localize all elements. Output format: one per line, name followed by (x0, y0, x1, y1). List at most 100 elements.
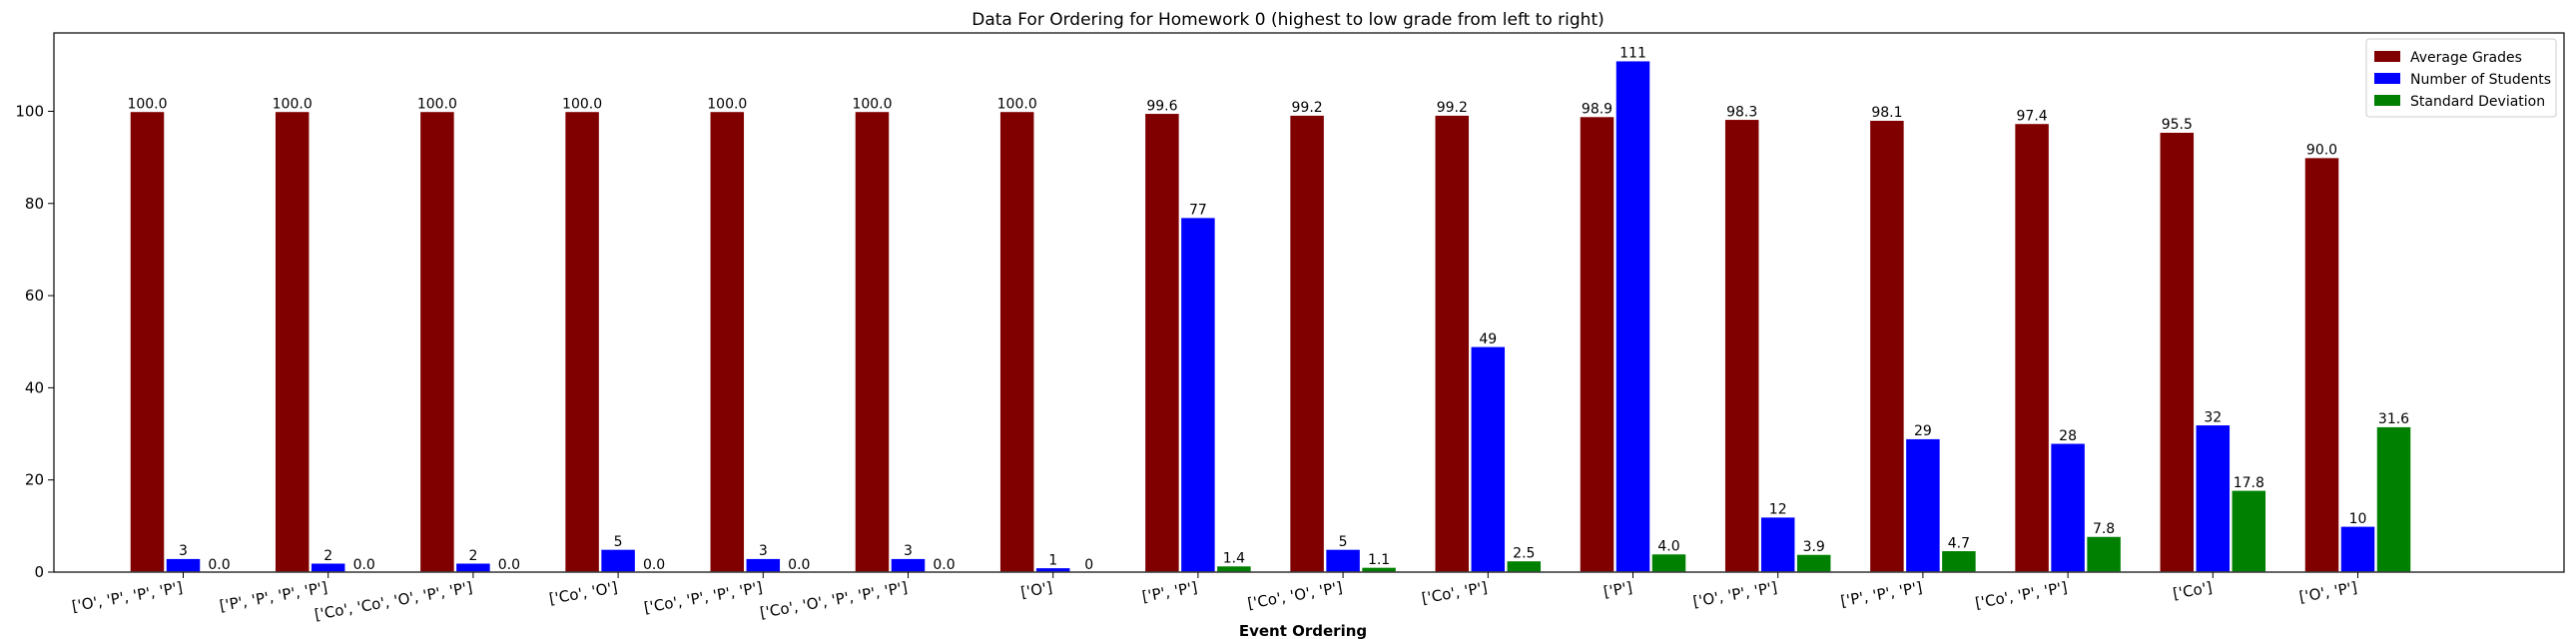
bar-value-label: 0.0 (498, 557, 520, 573)
x-tick-label: ['Co'] (2172, 578, 2214, 603)
bar-average-grades (129, 110, 166, 573)
bar-value-label: 28 (2059, 428, 2077, 444)
bar-value-label: 99.2 (1437, 100, 1468, 116)
bar-average-grades (418, 110, 456, 573)
bar-value-label: 98.9 (1582, 102, 1612, 118)
bar-value-label: 100.0 (127, 96, 167, 112)
x-tick-label: ['P'] (1603, 578, 1634, 601)
x-tick-label: ['P', 'P'] (1140, 578, 1198, 605)
x-tick-label: ['P', 'P', 'P'] (1839, 578, 1924, 610)
bar-average-grades (1579, 115, 1615, 573)
bar-value-label: 0.0 (788, 557, 810, 573)
bar-number-of-students (1324, 548, 1362, 573)
x-tick-label: ['Co', 'P'] (1420, 578, 1489, 607)
bar-number-of-students (2049, 442, 2087, 573)
bar-average-grades (998, 110, 1035, 573)
bar-standard-deviation (1795, 553, 1832, 573)
bar-value-label: 77 (1189, 203, 1207, 219)
legend-swatch (2374, 95, 2400, 106)
bar-standard-deviation (2085, 535, 2123, 573)
x-tick-label: ['Co', 'O', 'P', 'P', 'P'] (759, 578, 910, 622)
bar-value-label: 98.3 (1726, 104, 1757, 120)
bar-number-of-students (745, 557, 782, 573)
bar-standard-deviation (2231, 489, 2267, 573)
bar-number-of-students (890, 557, 927, 573)
bar-value-label: 0.0 (933, 557, 955, 573)
x-tick-label: ['O', 'P', 'P', 'P'] (71, 578, 185, 615)
bar-average-grades (2159, 131, 2196, 573)
bar-value-label: 111 (1619, 46, 1646, 62)
bar-standard-deviation (2375, 425, 2412, 573)
legend: Average Grades Number of Students Standard… (2365, 38, 2557, 118)
bar-value-label: 7.8 (2093, 521, 2115, 537)
bar-number-of-students (1470, 345, 1507, 573)
legend-box (2365, 38, 2557, 118)
bar-value-label: 100.0 (997, 96, 1037, 112)
bar-value-label: 10 (2349, 511, 2367, 527)
bar-value-label: 3 (179, 543, 188, 559)
x-tick-label: ['O'] (1019, 578, 1053, 601)
bar-number-of-students (1759, 515, 1796, 573)
bar-standard-deviation (1506, 559, 1543, 573)
bar-standard-deviation (1940, 549, 1978, 573)
bar-number-of-students (2195, 423, 2232, 573)
bar-number-of-students (1179, 216, 1217, 573)
bar-value-label: 99.2 (1292, 100, 1323, 116)
legend-swatch (2374, 51, 2400, 62)
bar-average-grades (274, 110, 311, 573)
bar-value-label: 4.0 (1657, 539, 1679, 555)
x-tick-label: ['Co', 'O', 'P'] (1246, 578, 1344, 612)
bar-average-grades (1143, 112, 1181, 573)
x-tick-label: ['Co', 'P', 'P'] (1974, 578, 2069, 612)
bar-number-of-students (1904, 437, 1942, 573)
bar-value-label: 31.6 (2378, 411, 2409, 427)
bar-value-label: 2 (323, 548, 332, 564)
bar-number-of-students (2339, 525, 2376, 573)
bar-value-label: 100.0 (707, 96, 747, 112)
legend-label: Standard Deviation (2410, 94, 2545, 110)
bar-value-label: 0.0 (353, 557, 375, 573)
bar-value-label: 1 (1048, 552, 1057, 568)
bar-value-label: 32 (2204, 409, 2222, 425)
bar-value-label: 99.6 (1146, 98, 1177, 114)
bar-value-label: 0 (1084, 557, 1093, 573)
bar-standard-deviation (1650, 552, 1687, 573)
bar-value-label: 12 (1769, 502, 1787, 518)
x-tick-label: ['O', 'P', 'P'] (1691, 578, 1778, 611)
bar-value-label: 98.1 (1871, 105, 1902, 121)
bar-value-label: 90.0 (2306, 143, 2337, 159)
bar-average-grades (854, 110, 891, 573)
bar-average-grades (2013, 122, 2051, 573)
bar-value-label: 95.5 (2162, 117, 2193, 133)
x-tick-label: ['Co', 'Co', 'O', 'P', 'P'] (314, 578, 474, 624)
bar-average-grades (1288, 114, 1326, 573)
bar-value-label: 100.0 (417, 96, 457, 112)
bar-value-label: 0.0 (643, 557, 665, 573)
bar-value-label: 1.1 (1368, 552, 1390, 568)
x-tick-label: ['P', 'P', 'P', 'P'] (218, 578, 328, 615)
legend-label: Average Grades (2410, 50, 2522, 66)
bar-value-label: 5 (1339, 534, 1348, 550)
bar-value-label: 100.0 (852, 96, 892, 112)
y-tick-label: 100 (15, 102, 44, 120)
bar-value-label: 49 (1479, 331, 1497, 347)
bar-number-of-students (165, 557, 202, 573)
bar-value-label: 29 (1914, 423, 1932, 439)
legend-swatch (2374, 73, 2400, 84)
y-tick-label: 80 (25, 195, 44, 213)
bar-number-of-students (310, 562, 346, 573)
y-tick-label: 60 (25, 287, 44, 305)
bar-value-label: 3 (904, 543, 913, 559)
bar-number-of-students (599, 548, 637, 573)
bar-average-grades (563, 110, 601, 573)
bar-value-label: 2.5 (1513, 545, 1535, 561)
bar-average-grades (2303, 156, 2340, 573)
bar-average-grades (709, 110, 746, 573)
chart-title: Data For Ordering for Homework 0 (highes… (971, 10, 1605, 30)
x-axis-label: Event Ordering (1239, 622, 1367, 639)
bar-value-label: 97.4 (2017, 108, 2048, 124)
legend-label: Number of Students (2410, 72, 2551, 88)
y-tick-label: 0 (34, 563, 44, 581)
bar-value-label: 3.9 (1803, 539, 1825, 555)
